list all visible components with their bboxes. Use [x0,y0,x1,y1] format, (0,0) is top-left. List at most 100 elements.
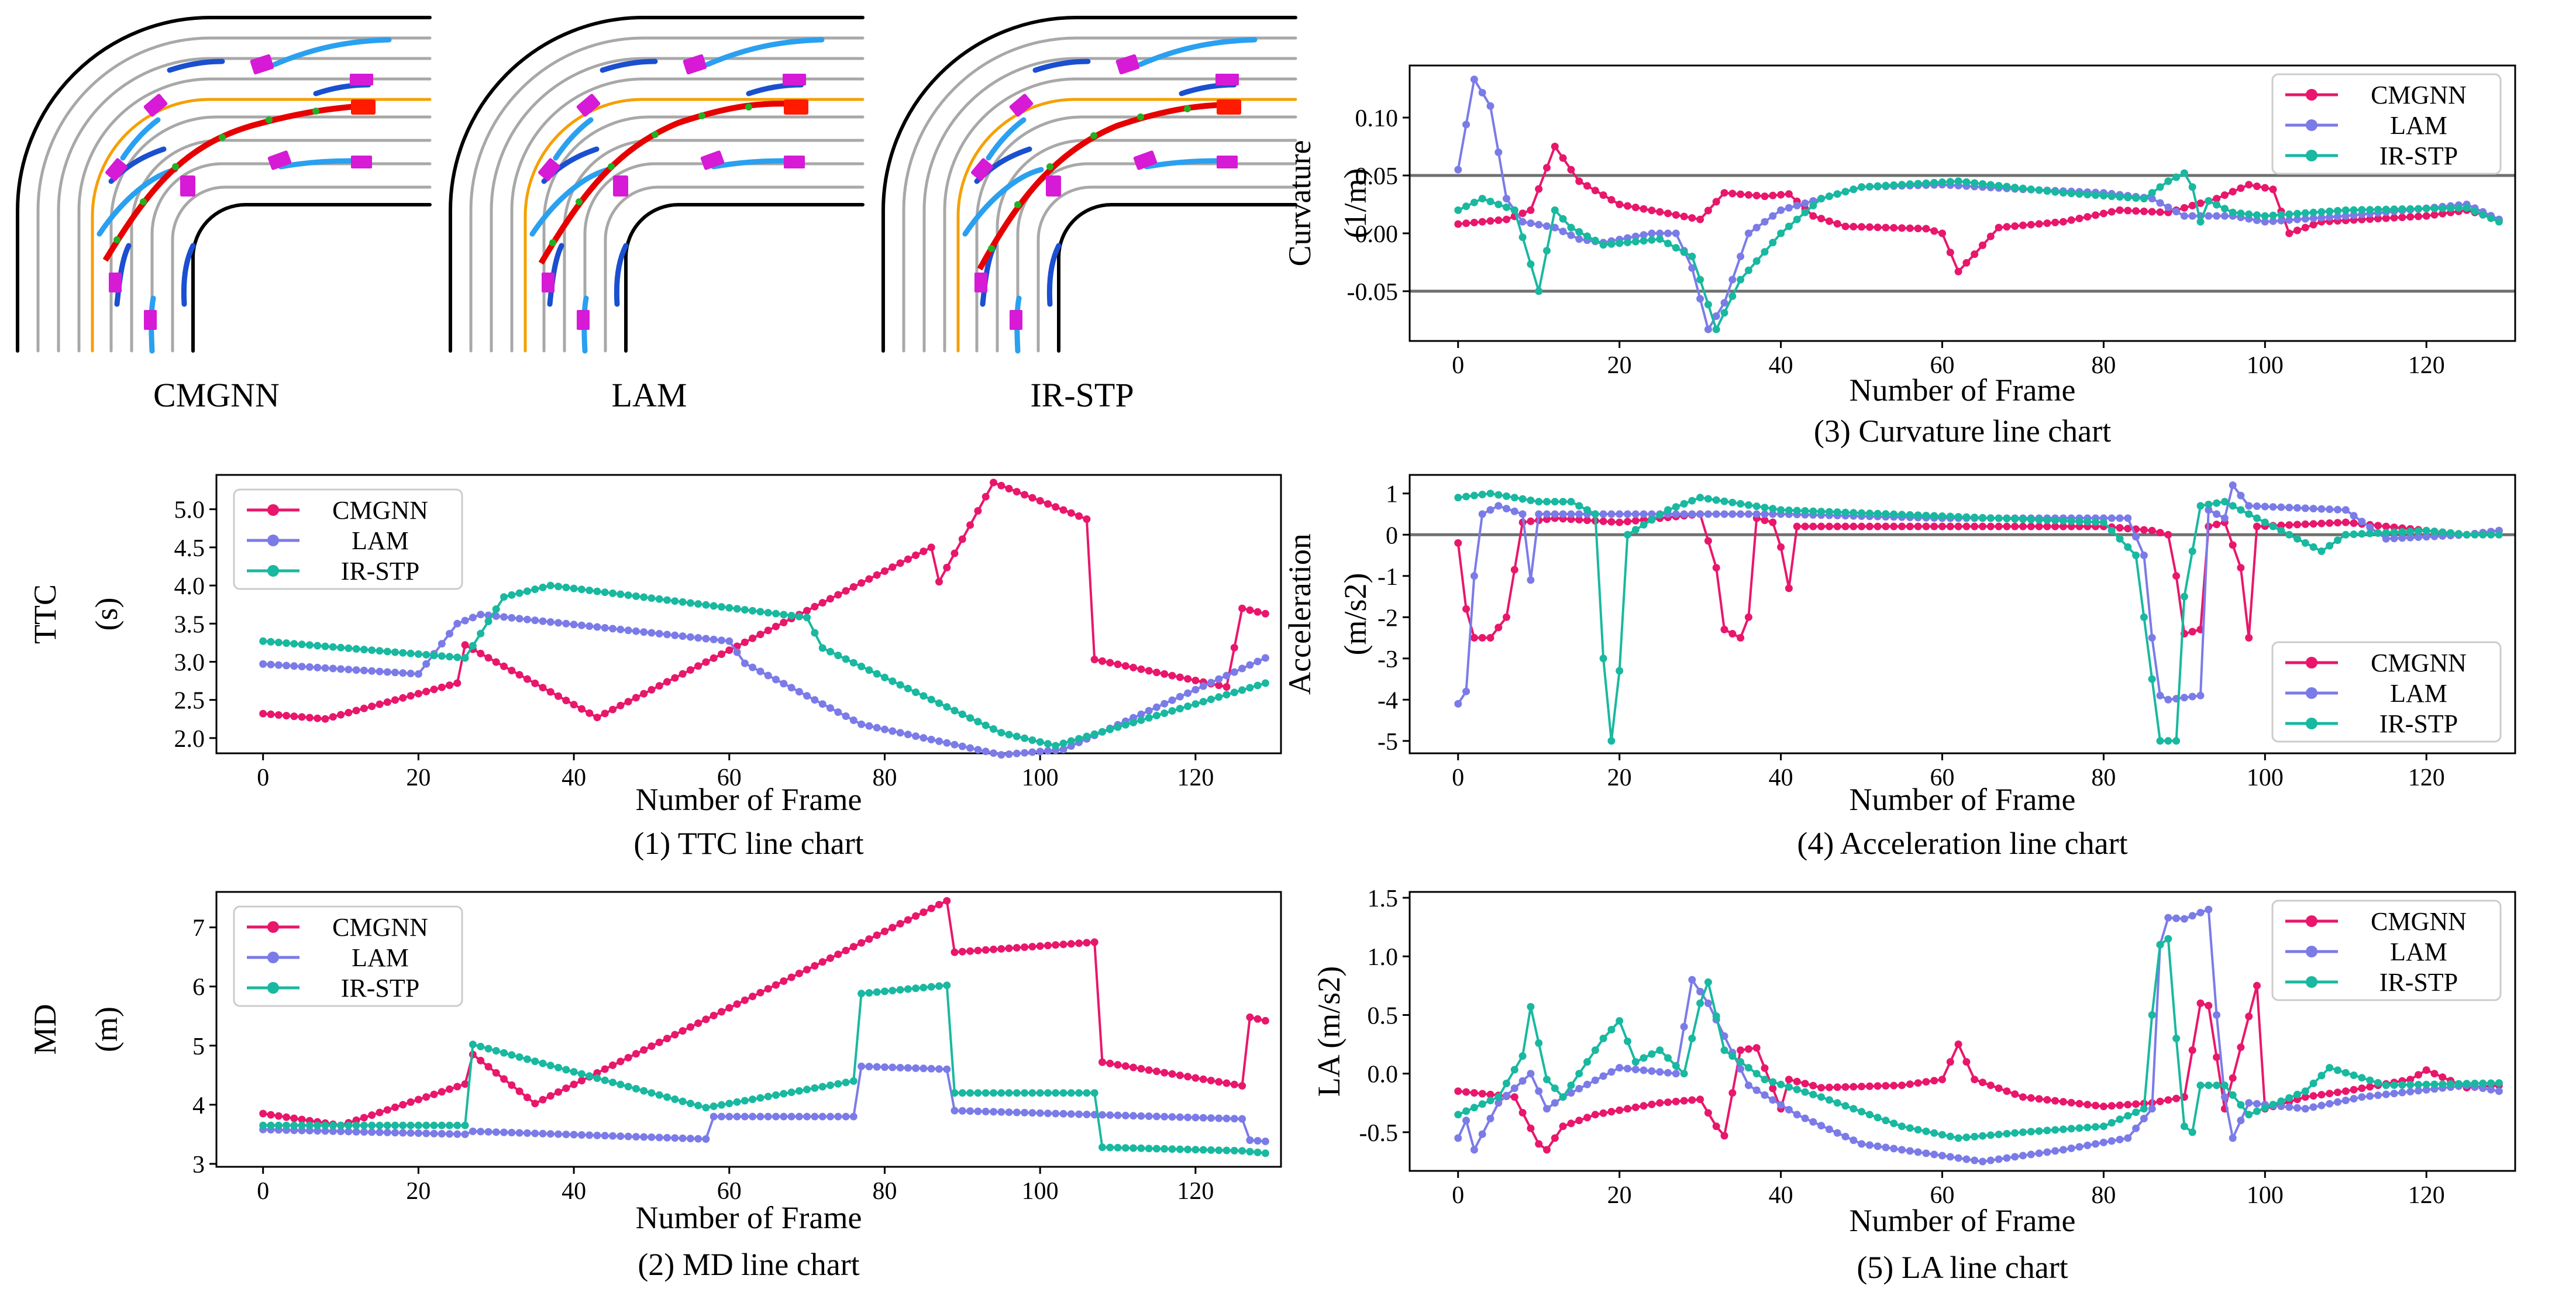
data-point-cmgnn [2148,526,2156,535]
data-point-ir-stp [2358,1074,2366,1082]
data-point-lam [2398,1088,2406,1097]
data-point-lam [577,621,586,629]
data-point-ir-stp [1005,1089,1013,1097]
data-point-cmgnn [2051,218,2060,226]
data-point-ir-stp [1979,180,1986,188]
data-point-lam [2083,1141,2092,1149]
chart-la: 0 20 40 60 80 100 120-0.50.00.51.01.5CMGNNLAMI… [1311,885,2516,1285]
data-point-lam [1648,229,1656,237]
data-point-ir-stp [749,607,757,615]
data-point-ir-stp [2140,613,2148,621]
x-tick-label: 80 [872,764,897,791]
data-point-ir-stp [2019,1128,2027,1136]
data-point-ir-stp [1494,201,1503,208]
data-point-ir-stp [1470,1104,1478,1112]
data-point-lam [383,668,391,676]
data-point-lam [772,676,780,684]
data-point-cmgnn [1191,1074,1200,1082]
x-tick-label: 0 [1452,1182,1464,1209]
data-point-cmgnn [958,535,966,543]
y-axis-label: MD [27,1004,63,1055]
series-line-cmgnn [1458,985,2499,1152]
data-point-cmgnn [1954,1040,1962,1048]
data-point-cmgnn [1036,497,1044,505]
data-point-ir-stp [943,981,951,990]
data-point-cmgnn [345,709,353,716]
data-point-cmgnn [694,1019,702,1027]
data-point-cmgnn [2124,1101,2132,1109]
data-point-cmgnn [1890,522,1898,530]
data-point-cmgnn [1114,660,1122,668]
data-point-lam [1067,1110,1075,1118]
data-point-cmgnn [1785,190,1793,198]
data-point-cmgnn [500,662,508,670]
data-point-cmgnn [1979,1078,1986,1087]
data-point-ir-stp [919,692,928,700]
data-point-lam [376,1128,384,1136]
data-point-ir-stp [1486,490,1494,498]
data-point-lam [2309,505,2317,513]
data-point-cmgnn [1769,518,1777,526]
data-point-ir-stp [360,646,368,654]
data-point-lam [780,680,788,688]
data-point-cmgnn [609,705,617,714]
data-point-cmgnn [1986,1081,1995,1090]
data-point-ir-stp [1207,695,1215,704]
data-point-cmgnn [2293,521,2301,529]
data-point-ir-stp [1704,978,1712,986]
data-point-ir-stp [1648,1050,1656,1058]
data-point-cmgnn [1825,217,1833,225]
data-point-cmgnn [966,521,974,529]
data-point-lam [1486,1115,1494,1122]
data-point-cmgnn [1059,940,1067,949]
data-point-cmgnn [1793,522,1801,530]
legend-box [233,488,463,590]
legend-label: IR-STP [341,557,419,585]
data-point-ir-stp [1793,1086,1801,1094]
data-point-cmgnn [764,626,772,635]
data-point-ir-stp [1954,513,1962,521]
data-point-ir-stp [912,688,920,697]
data-point-cmgnn [1454,1087,1462,1095]
data-point-cmgnn [376,700,384,708]
data-point-cmgnn [655,1038,663,1046]
data-point-cmgnn [2019,1093,2027,1101]
data-point-ir-stp [702,601,710,609]
y-tick-label: 6 [192,974,205,1001]
data-point-ir-stp [2140,195,2148,203]
data-point-lam [546,1130,555,1138]
data-point-ir-stp [422,1121,431,1129]
data-point-ir-stp [787,612,795,619]
data-point-lam [531,1129,539,1138]
data-point-lam [1631,232,1640,240]
data-point-ir-stp [865,989,873,997]
data-point-lam [1640,1066,1648,1074]
data-point-cmgnn [943,563,951,571]
data-point-cmgnn [1518,209,1527,218]
data-point-ir-stp [586,586,594,594]
data-point-ir-stp [1067,737,1075,745]
data-point-lam [1207,1114,1215,1122]
y-tick-label: 2.5 [174,688,205,715]
data-point-lam [671,1134,679,1142]
data-point-ir-stp [1850,1105,1858,1113]
data-point-ir-stp [1922,1127,1930,1135]
x-axis-label: Number of Frame [1850,782,2076,817]
data-point-lam [2415,1087,2422,1095]
data-point-ir-stp [1527,497,1535,504]
data-point-lam [469,1127,477,1135]
data-point-cmgnn [1825,1083,1833,1091]
data-point-lam [305,1126,314,1135]
data-point-ir-stp [1850,185,1858,194]
data-point-ir-stp [2430,205,2439,212]
data-point-cmgnn [1246,606,1254,614]
data-point-ir-stp [1199,698,1207,706]
data-point-cmgnn [842,946,850,954]
data-point-ir-stp [958,710,966,718]
data-point-lam [818,1112,826,1121]
x-tick-label: 20 [1607,352,1632,379]
data-point-ir-stp [368,1121,376,1129]
data-point-ir-stp [1454,1111,1462,1119]
data-point-lam [1737,1065,1745,1073]
